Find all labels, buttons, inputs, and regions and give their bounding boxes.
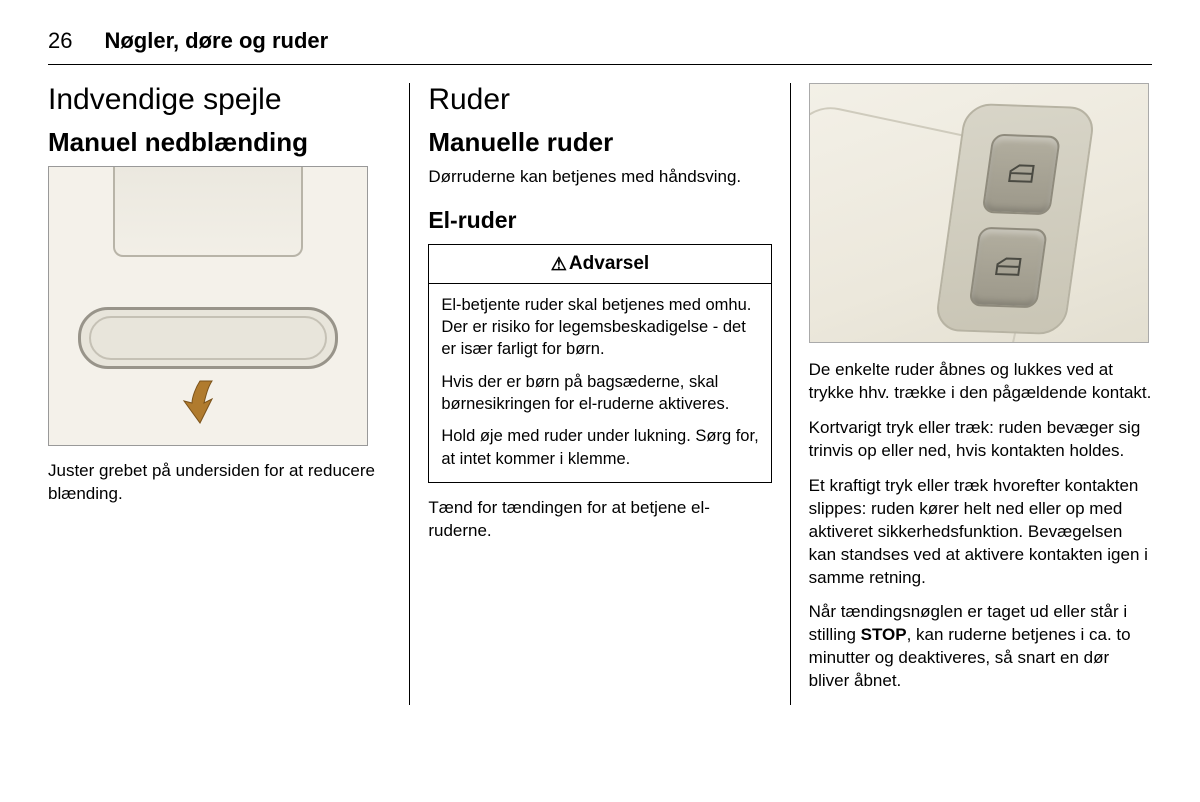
- column-2: Ruder Manuelle ruder Dørruderne kan betj…: [410, 83, 790, 705]
- window-switch-icon: [1004, 159, 1038, 190]
- mirror-shape: [78, 307, 338, 369]
- warning-title-text: Advarsel: [569, 253, 649, 274]
- page-header: 26 Nøgler, døre og ruder: [48, 28, 1152, 65]
- operate-text-1: De enkelte ruder åbnes og lukkes ved at …: [809, 359, 1152, 405]
- subheading-manual-dim: Manuel nedblænding: [48, 127, 391, 158]
- column-1: Indvendige spejle Manuel nedblænding Jus…: [48, 83, 410, 705]
- manual-page: 26 Nøgler, døre og ruder Indvendige spej…: [0, 0, 1200, 725]
- page-number: 26: [48, 28, 72, 54]
- warning-body: El-betjente ruder skal betjenes med omhu…: [429, 284, 770, 482]
- content-columns: Indvendige spejle Manuel nedblænding Jus…: [48, 83, 1152, 705]
- manual-windows-text: Dørruderne kan betjenes med håndsving.: [428, 166, 771, 189]
- window-switch-icon: [991, 252, 1025, 283]
- subheading-power-windows: El-ruder: [428, 207, 771, 234]
- illustration-mirror: [48, 166, 368, 446]
- window-switch-rear: [968, 227, 1047, 309]
- window-switch-front: [981, 134, 1060, 216]
- warning-triangle-icon: ⚠: [551, 254, 567, 274]
- warning-box: ⚠Advarsel El-betjente ruder skal betjene…: [428, 244, 771, 483]
- mirror-headliner-shape: [113, 167, 303, 257]
- warning-paragraph-2: Hvis der er børn på bagsæderne, skal bør…: [441, 371, 758, 416]
- operate-text-3: Et kraftigt tryk eller træk hvorefter ko…: [809, 475, 1152, 590]
- operate-text-2: Kortvarigt tryk eller træk: ruden bevæge…: [809, 417, 1152, 463]
- warning-paragraph-1: El-betjente ruder skal betjenes med omhu…: [441, 294, 758, 361]
- stop-keyword: STOP: [861, 625, 907, 644]
- mirror-caption: Juster grebet på undersiden for at reduc…: [48, 460, 391, 506]
- warning-paragraph-3: Hold øje med ruder under lukning. Sørg f…: [441, 425, 758, 470]
- section-heading-mirrors: Indvendige spejle: [48, 83, 391, 117]
- column-3: De enkelte ruder åbnes og lukkes ved at …: [791, 83, 1152, 705]
- warning-title: ⚠Advarsel: [429, 245, 770, 284]
- operate-text-4: Når tændingsnøglen er taget ud eller stå…: [809, 601, 1152, 693]
- chapter-title: Nøgler, døre og ruder: [104, 28, 328, 54]
- subheading-manual-windows: Manuelle ruder: [428, 127, 771, 158]
- section-heading-windows: Ruder: [428, 83, 771, 117]
- ignition-note: Tænd for tændingen for at betjene el-rud…: [428, 497, 771, 543]
- dim-arrow-icon: [178, 379, 238, 427]
- illustration-window-switch: [809, 83, 1149, 343]
